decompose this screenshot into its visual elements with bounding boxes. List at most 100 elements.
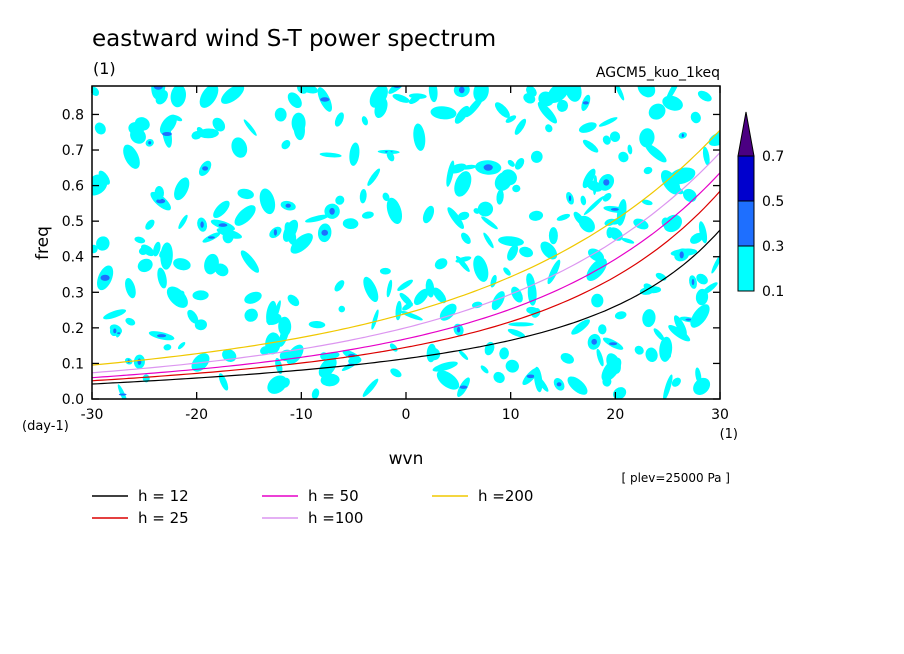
contour-blob [98, 170, 110, 185]
contour-blob [693, 377, 711, 395]
contour-blob [507, 159, 515, 167]
contour-blob [698, 221, 708, 244]
contour-blob [280, 377, 290, 388]
contour-blob [187, 309, 199, 324]
y-tick-label: 0.8 [62, 107, 84, 123]
contour-blob [363, 276, 379, 303]
contour-blob [430, 106, 457, 120]
contour-blob [696, 273, 708, 285]
contour-blob [278, 316, 292, 337]
contour-blob [196, 126, 204, 135]
contour-blob [174, 177, 190, 201]
contour-blob [484, 341, 495, 356]
contour-blob [282, 219, 299, 242]
contour-blob [455, 256, 472, 263]
y-tick-label: 0.5 [62, 214, 84, 230]
y-tick-label: 0.0 [62, 392, 84, 408]
contour-blob [695, 367, 702, 384]
contour-blob [359, 189, 367, 204]
colorbar: 0.1 0.3 0.5 0.7 [737, 111, 784, 300]
contour-blob [496, 189, 504, 205]
contour-blob [637, 86, 656, 98]
x-tick-label: -20 [185, 407, 208, 423]
contour-blob [234, 205, 256, 226]
contour-blob [473, 255, 489, 282]
chart-subtitle: (1) [93, 59, 116, 78]
colorbar-arrow [737, 111, 755, 157]
pressure-level-note: [ plev=25000 Pa ] [621, 471, 730, 485]
contour-blob [609, 131, 621, 142]
contour-blob [604, 218, 616, 226]
contour-blob [505, 115, 517, 123]
contour-blob [461, 232, 471, 244]
contour-blob [342, 218, 359, 230]
colorbar-segment [737, 200, 755, 247]
contour-blob [634, 345, 644, 355]
contour-blob [458, 350, 469, 360]
contour-blob-core [320, 97, 330, 102]
contour-blob [645, 347, 658, 363]
model-label: AGCM5_kuo_1keq [596, 65, 720, 81]
x-tick-label: -10 [290, 407, 313, 423]
contour-blob [428, 86, 438, 103]
contour-blob [591, 293, 604, 308]
contour-blob [683, 188, 697, 202]
contour-blob [402, 302, 413, 311]
legend-entry: h = 50 [308, 487, 359, 505]
contour-blob [259, 188, 276, 215]
contour-blob [170, 86, 186, 108]
contour-blob-core [456, 326, 461, 333]
contour-blob [498, 236, 524, 247]
contour-blob [702, 146, 710, 166]
contour-blob [103, 309, 127, 320]
contour-blob-core [685, 318, 692, 321]
axis-ticks: -30 -20 -10 0 10 20 30 0.0 0.1 0.2 0.3 0.4 0.5 0.6 0.7… [62, 86, 729, 423]
contour-blob [690, 304, 710, 328]
contour-blob [621, 238, 635, 244]
contour-blob [493, 371, 505, 384]
dispersion-curve [92, 190, 720, 382]
contour-blob [660, 343, 672, 358]
contour-blob [508, 322, 534, 327]
colorbar-label: 0.5 [762, 194, 784, 210]
contour-blob [633, 218, 649, 230]
contour-blob [700, 282, 718, 296]
contour-blob [145, 219, 155, 230]
contour-blob-core [603, 179, 610, 186]
y-tick-label: 0.6 [62, 179, 84, 195]
contour-blob [556, 213, 571, 221]
y-axis-label: freq [33, 226, 53, 260]
contour-blob [334, 280, 345, 292]
contour-blob-core [113, 328, 117, 334]
contour-blob [379, 267, 391, 275]
contour-blob [422, 205, 435, 224]
contour-blob [134, 236, 146, 244]
contour-blob [92, 86, 100, 96]
contour-blob [530, 150, 543, 163]
contour-blob [690, 232, 704, 244]
contour-blob [426, 343, 437, 363]
contour-blob [601, 357, 622, 382]
contour-blob [571, 319, 590, 335]
contour-blob [319, 152, 342, 158]
contour-blob [540, 241, 558, 260]
contour-blob [578, 122, 597, 133]
contour-blob [123, 144, 140, 169]
contour-blob [386, 279, 393, 298]
contour-blob-core [459, 385, 468, 389]
contour-blob [449, 163, 467, 174]
colorbar-label: 0.1 [762, 284, 784, 300]
contour-blob-core [691, 279, 695, 286]
contour-blob [137, 258, 153, 273]
contour-blob-core [202, 166, 209, 171]
contour-blob [473, 208, 480, 214]
contour-blob [565, 86, 582, 102]
contour-blob [537, 101, 558, 124]
colorbar-label: 0.3 [762, 239, 784, 255]
contour-blob [290, 233, 313, 254]
contour-blob [386, 150, 395, 162]
contour-blob [400, 310, 423, 321]
contour-blob [560, 353, 574, 364]
contour-blob [439, 303, 457, 321]
contour-blob [697, 90, 712, 102]
